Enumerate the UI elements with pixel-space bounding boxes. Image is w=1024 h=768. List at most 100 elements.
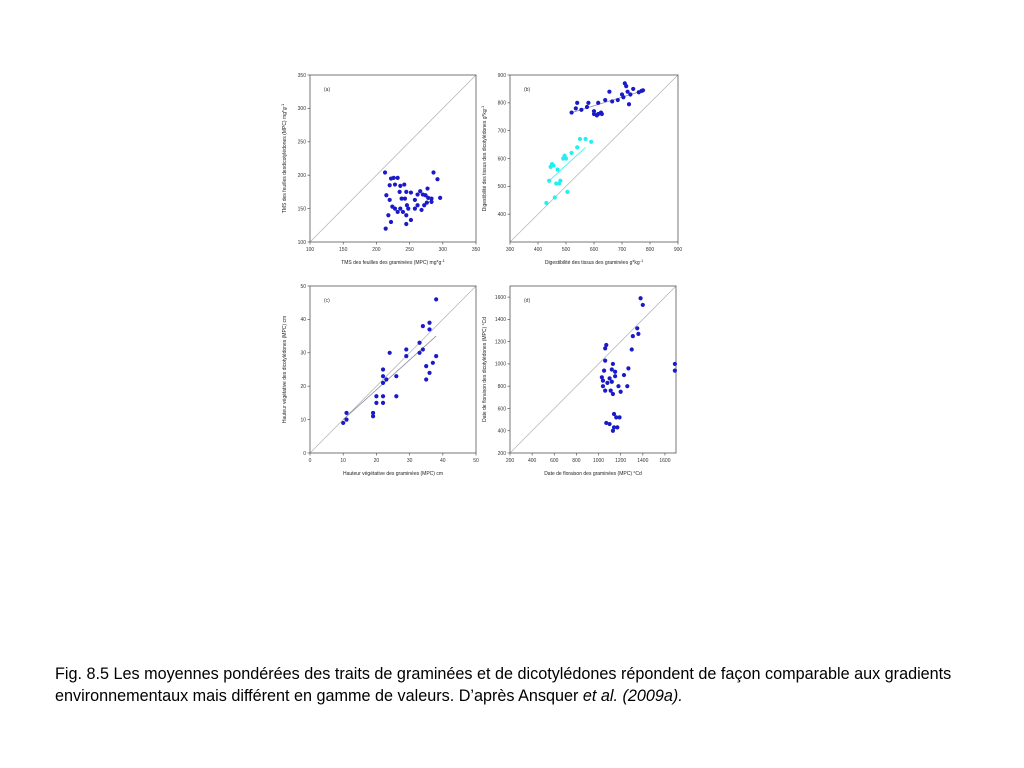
panel-1-data-point xyxy=(404,213,409,218)
panel-2-data-point xyxy=(596,100,601,105)
panel-1-data-point xyxy=(419,207,424,213)
panel-2-data-point xyxy=(577,136,583,142)
panel-4-data-point xyxy=(610,361,616,367)
panel-1-data-point xyxy=(425,186,430,191)
panel-1-data-point xyxy=(392,206,398,211)
panel-2-y-tick-label: 800 xyxy=(498,101,507,107)
panel-3-data-point xyxy=(427,327,432,332)
panel-4-y-tick-label: 800 xyxy=(498,384,507,390)
panel-1-x-tick-label: 100 xyxy=(306,247,315,253)
panel-4-data-point xyxy=(630,334,635,339)
panel-2-data-point xyxy=(586,100,591,105)
panel-1-data-point xyxy=(412,197,418,203)
panel-2-diagonal-line xyxy=(509,74,679,243)
panel-1-data-point xyxy=(424,200,429,205)
panel-4-data-point xyxy=(618,389,623,394)
panel-1-data-point xyxy=(412,206,418,211)
panel-4-x-tick-label: 200 xyxy=(506,458,515,464)
panel-3-data-point xyxy=(380,380,386,385)
panel-4-data-point xyxy=(601,368,607,373)
panel-2-data-point xyxy=(621,95,626,100)
panel-2-y-tick-label: 400 xyxy=(498,212,507,218)
panel-3-x-tick-label: 40 xyxy=(440,458,446,464)
panel-4-x-tick-label: 600 xyxy=(550,458,559,464)
panel-3-data-point xyxy=(404,354,409,359)
panel-3-data-point xyxy=(374,400,379,405)
panel-3-data-point xyxy=(380,400,386,405)
panel-4-data-point xyxy=(600,378,606,383)
panel-2-data-point xyxy=(596,111,601,117)
panel-4-y-tick-label: 1000 xyxy=(495,362,506,368)
scatter-figure: 100 150 200 250 300 350 100 150 200 250 300 350 (a) T… xyxy=(270,66,690,486)
panel-3-y-tick-label: 40 xyxy=(300,317,306,323)
panel-3-data-point xyxy=(404,347,409,352)
panel-2-data-point xyxy=(569,110,574,115)
panel-2-data-point xyxy=(565,189,570,194)
panel-2-data-point xyxy=(569,150,574,156)
panel-2-x-tick-label: 400 xyxy=(534,247,543,253)
panel-4-data-point xyxy=(636,331,641,336)
panel-2-data-point xyxy=(603,97,608,103)
panel-2-x-tick-label: 600 xyxy=(590,247,599,253)
panel-3-data-point xyxy=(387,350,392,355)
scatter-plots-svg: 100 150 200 250 300 350100150200250300350(a)T… xyxy=(280,73,683,477)
panel-2-data-point xyxy=(607,89,612,94)
panel-1-y-tick-label: 350 xyxy=(298,73,307,79)
caption-text: Fig. 8.5 Les moyennes pondérées des trai… xyxy=(55,665,952,705)
panel-1-frame xyxy=(309,74,477,243)
panel-2-data-point xyxy=(547,178,552,183)
panel-3-data-point xyxy=(420,347,425,352)
panel-4-data-point xyxy=(629,347,634,352)
panel-3-data-point xyxy=(434,354,439,359)
panel-4-data-point xyxy=(613,369,618,374)
panel-1-data-point xyxy=(418,189,423,194)
panel-4-x-tick-label: 1400 xyxy=(637,458,648,464)
panel-3-x-tick-label: 50 xyxy=(473,458,479,464)
panel-1-data-point xyxy=(398,206,403,211)
panel-4-x-tick-label: 1000 xyxy=(593,458,604,464)
panel-4-data-point xyxy=(672,361,677,367)
panel-1-y-tick-label: 200 xyxy=(298,173,307,179)
figure-caption: Fig. 8.5 Les moyennes pondérées des trai… xyxy=(55,663,975,707)
panel-3-data-point xyxy=(424,364,429,369)
panel-3-data-point xyxy=(380,374,386,379)
panel-2-data-point xyxy=(575,100,580,105)
panel-2-x-tick-label: 900 xyxy=(674,247,683,253)
panel-1-data-point xyxy=(406,206,411,211)
panel-1-data-point xyxy=(391,175,396,180)
panel-2-data-point xyxy=(625,89,630,94)
panel-1-data-point xyxy=(400,209,406,215)
panel-3-x-tick-label: 20 xyxy=(374,458,380,464)
panel-1-data-point xyxy=(395,175,400,180)
panel-4-data-point xyxy=(611,411,617,417)
panel-4-data-point xyxy=(607,376,612,381)
panel-3-data-point xyxy=(380,394,386,399)
panel-3-y-axis-title: Hauteur végétative des dicotylédones (MP… xyxy=(282,316,288,423)
panel-2-y-axis-title: Digestibilité des tissus des dicotylédon… xyxy=(480,105,488,211)
panel-4-y-axis-title: Date de floraison des dicotylédones (MPC… xyxy=(482,317,488,422)
panel-4-data-point xyxy=(626,366,631,371)
panel-1-data-point xyxy=(397,189,402,194)
panel-2-y-tick-label: 700 xyxy=(498,128,507,134)
panel-2-data-point xyxy=(584,104,590,110)
panel-4-data-point xyxy=(621,372,627,378)
panel-1-x-tick-label: 200 xyxy=(372,247,381,253)
panel-1-x-tick-label: 350 xyxy=(472,247,481,253)
panel-4-data-point xyxy=(603,346,608,351)
panel-1-data-point xyxy=(402,196,408,201)
panel-1-x-tick-label: 150 xyxy=(339,247,348,253)
panel-1-data-point xyxy=(422,203,427,208)
panel-3-frame xyxy=(309,285,477,454)
panel-1-x-tick-label: 300 xyxy=(439,247,448,253)
panel-4-y-tick-label: 200 xyxy=(498,451,507,457)
panel-3-data-point xyxy=(434,297,439,302)
panel-3-data-point xyxy=(424,377,429,382)
panel-4-x-tick-label: 1600 xyxy=(659,458,670,464)
panel-1-y-axis-title: TMS des feuilles desdicotylédones (MPC) … xyxy=(280,103,288,213)
panel-1-data-point xyxy=(399,196,404,201)
panel-3-data-point xyxy=(344,417,349,422)
panel-3-data-point xyxy=(380,367,386,372)
panel-4-y-tick-label: 1400 xyxy=(495,317,506,323)
panel-4-y-tick-label: 600 xyxy=(498,406,507,412)
panel-1-data-point xyxy=(426,195,431,201)
